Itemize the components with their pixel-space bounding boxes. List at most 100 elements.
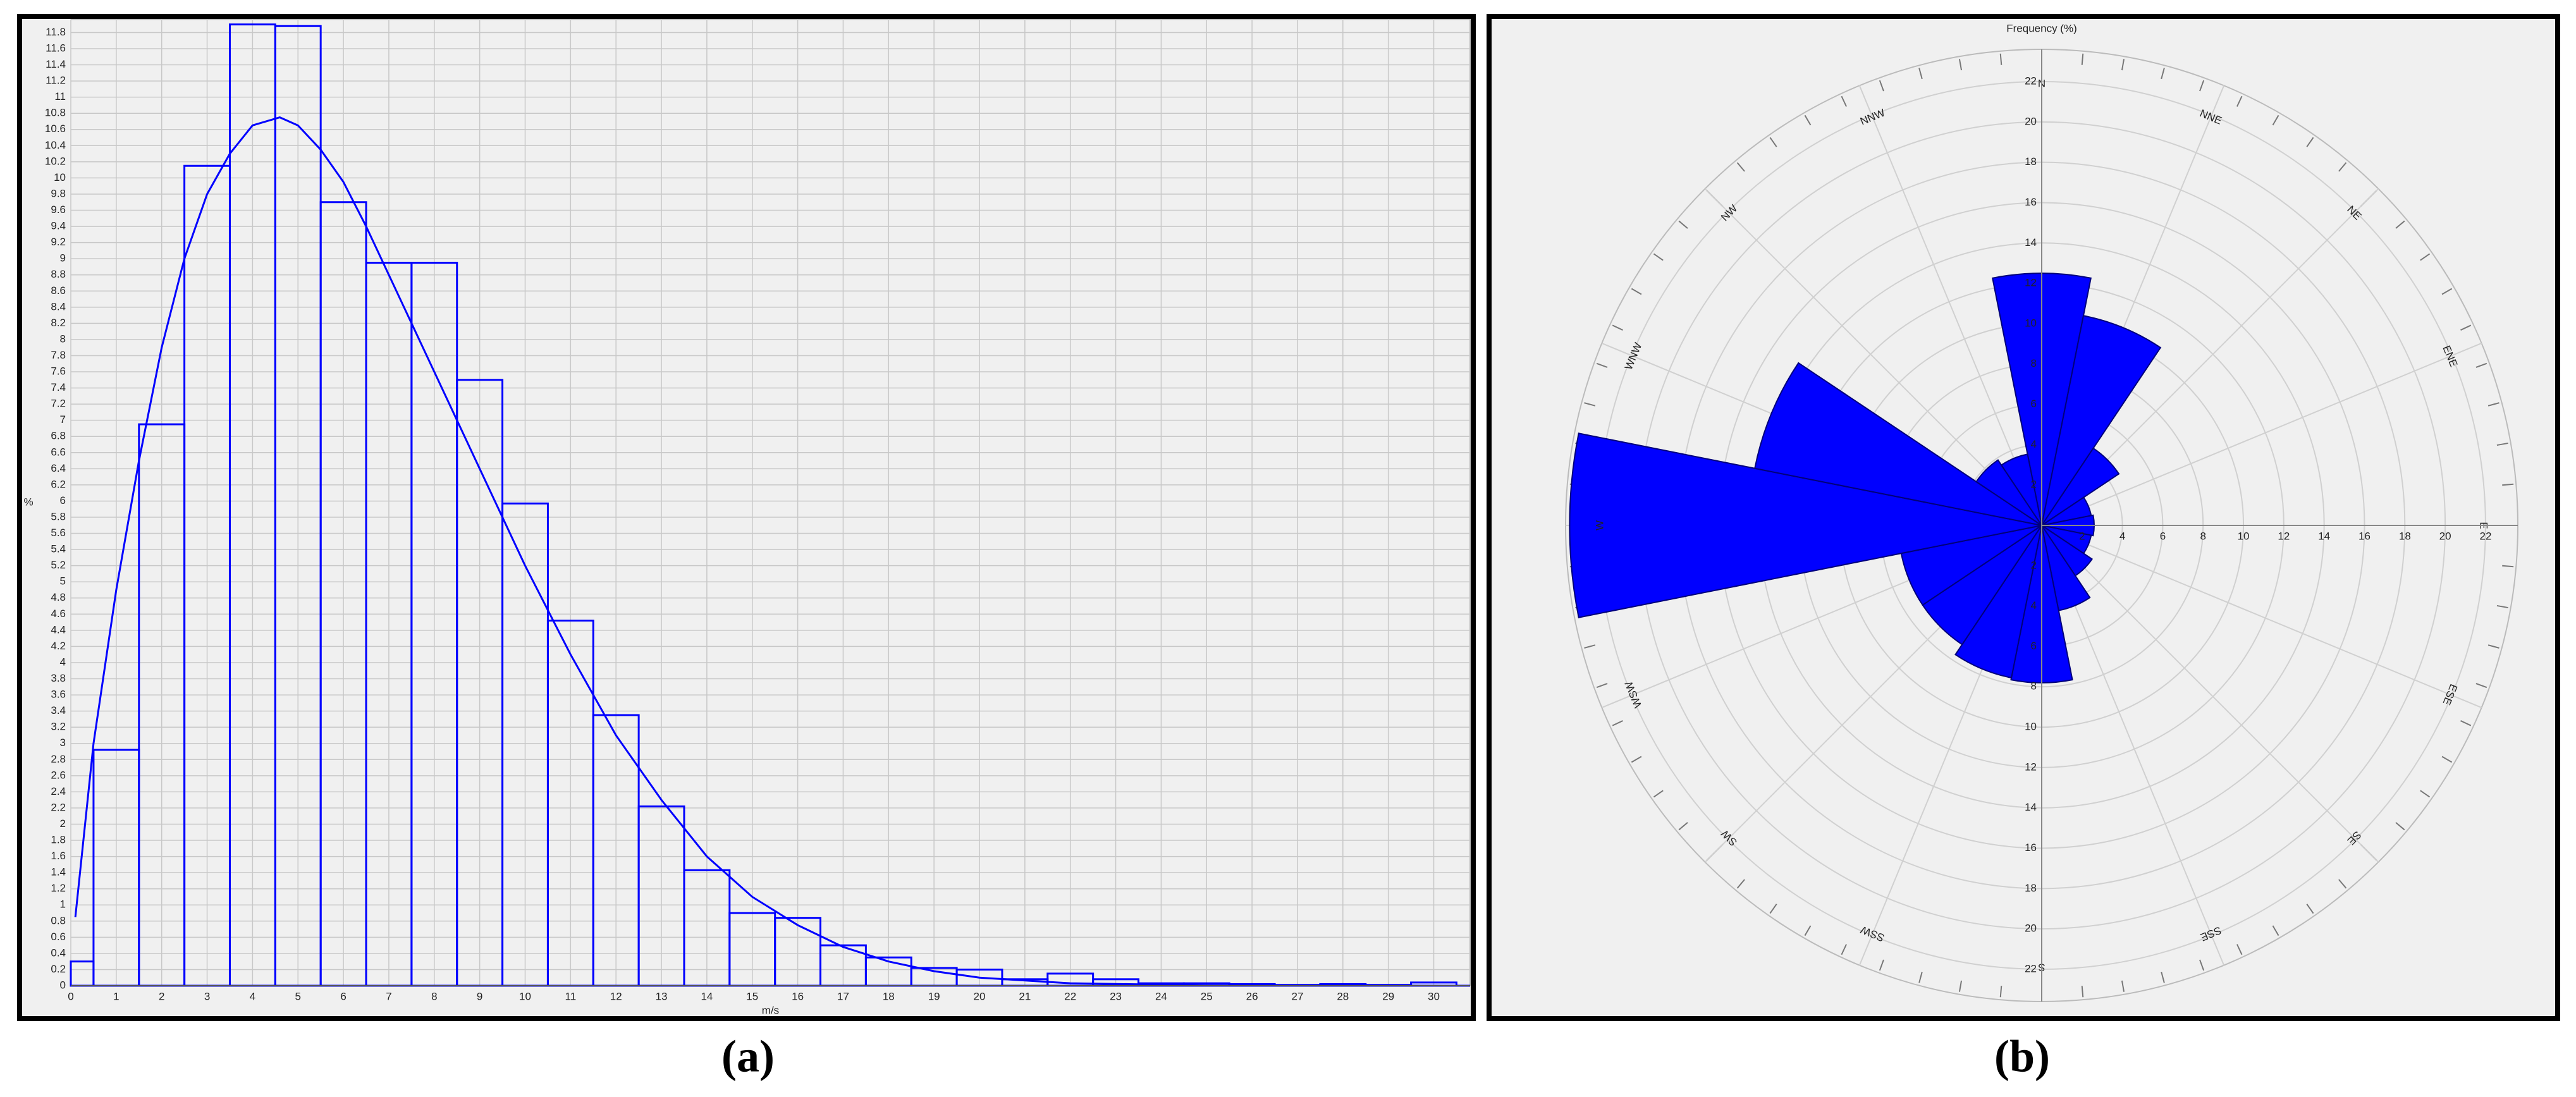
r-tick-label: 12 [2278, 530, 2290, 542]
y-tick-label: 5.2 [51, 559, 66, 571]
rim-tick [2441, 288, 2453, 295]
rim-tick [1804, 114, 1812, 126]
rim-tick [1879, 80, 1884, 92]
x-tick-label: 30 [1428, 990, 1440, 1002]
rim-tick [1918, 971, 1923, 983]
r-tick-label: 16 [2025, 196, 2037, 208]
rim-tick [1631, 288, 1642, 295]
rim-tick [2338, 162, 2347, 172]
spoke [1858, 85, 2042, 526]
y-tick-label: 7.4 [51, 381, 66, 393]
x-tick-label: 7 [386, 990, 391, 1002]
y-tick-label: 10.8 [45, 107, 66, 119]
r-tick-label: 4 [2119, 530, 2125, 542]
x-tick-label: 1 [113, 990, 119, 1002]
caption: (b) [1994, 1031, 2050, 1082]
rim-tick [1596, 362, 1608, 368]
petal [1569, 432, 2042, 618]
x-tick-label: 26 [1246, 990, 1258, 1002]
rim-tick [2199, 959, 2205, 971]
x-tick-label: 6 [340, 990, 346, 1002]
r-tick-label: 10 [2025, 317, 2037, 329]
y-tick-label: 8.4 [51, 300, 66, 312]
petal [2041, 447, 2120, 526]
x-tick-label: 12 [610, 990, 622, 1002]
plot-area [70, 19, 1471, 986]
spoke [2041, 525, 2379, 863]
y-tick-label: 4.2 [51, 640, 66, 652]
y-axis-label: % [23, 496, 33, 508]
rim-tick [2338, 879, 2347, 889]
y-tick-label: 2.8 [51, 753, 66, 765]
rim-tick [1736, 162, 1745, 172]
rim-tick [2496, 442, 2508, 446]
rim-tick [2081, 986, 2084, 998]
petal [2041, 315, 2162, 526]
x-tick-label: 16 [792, 990, 804, 1002]
x-tick-label: 22 [1064, 990, 1076, 1002]
r-tick-label: 22 [2479, 530, 2491, 542]
x-tick-label: 0 [68, 990, 73, 1002]
y-tick-label: 5.4 [51, 543, 66, 555]
y-tick-label: 7.8 [51, 349, 66, 361]
rim-tick [2420, 790, 2431, 798]
y-tick-label: 0.8 [51, 914, 66, 926]
y-tick-label: 7.6 [51, 365, 66, 377]
rim-tick [2161, 68, 2165, 80]
y-tick-label: 1.4 [51, 866, 66, 878]
r-tick-label: 2 [2031, 559, 2037, 571]
y-tick-label: 5 [60, 575, 66, 587]
r-tick-label: 22 [2025, 962, 2037, 974]
y-tick-label: 11.8 [46, 26, 66, 38]
y-tick-label: 9.2 [51, 236, 66, 248]
y-tick-label: 7.2 [51, 398, 66, 410]
r-tick-label: 18 [2025, 156, 2037, 168]
r-tick-label: 2 [2079, 530, 2085, 542]
rim-tick [1879, 959, 1884, 971]
y-tick-label: 10.6 [45, 123, 66, 135]
r-tick-label: 16 [2358, 530, 2371, 542]
y-tick-label: 6.8 [51, 430, 66, 442]
petal [1754, 362, 2042, 526]
x-tick-label: 27 [1292, 990, 1304, 1002]
r-tick-label: 4 [2031, 438, 2037, 450]
y-tick-label: 3.6 [51, 689, 66, 701]
x-tick-label: 28 [1337, 990, 1349, 1002]
y-tick-label: 11.6 [46, 42, 66, 54]
x-tick-label: 8 [431, 990, 437, 1002]
x-tick-label: 13 [656, 990, 668, 1002]
rim-tick [1999, 986, 2003, 998]
r-tick-label: 6 [2031, 640, 2037, 652]
y-tick-label: 2 [60, 818, 66, 830]
y-tick-label: 6.2 [51, 478, 66, 490]
x-tick-label: 5 [295, 990, 301, 1002]
r-tick-label: 14 [2025, 801, 2037, 813]
y-tick-label: 0.4 [51, 947, 66, 959]
rim-tick [2395, 220, 2405, 229]
rim-tick [2487, 644, 2499, 649]
y-tick-label: 8.8 [51, 268, 66, 280]
petal [2000, 453, 2042, 526]
rim-tick [2395, 822, 2405, 831]
r-tick-label: 12 [2025, 277, 2037, 289]
y-tick-label: 2.4 [51, 785, 66, 797]
y-tick-label: 8.6 [51, 285, 66, 297]
rim-tick [1804, 925, 1812, 936]
rim-tick [1769, 904, 1777, 914]
y-tick-label: 0.2 [51, 963, 66, 975]
rim-tick [2161, 971, 2165, 983]
y-tick-label: 6 [60, 494, 66, 506]
rim-tick [2460, 324, 2472, 331]
x-tick-label: 29 [1382, 990, 1394, 1002]
r-tick-label: 8 [2031, 357, 2037, 369]
chart-title: Frequency (%) [2006, 22, 2076, 34]
rim-tick [2272, 114, 2279, 126]
rim-tick [2306, 137, 2314, 147]
rim-tick [2199, 80, 2205, 92]
y-tick-label: 3.4 [51, 704, 66, 716]
rim-tick [2081, 53, 2084, 65]
r-tick-label: 8 [2031, 680, 2037, 692]
rim-tick [2236, 944, 2243, 955]
rim-tick [1653, 253, 1664, 261]
